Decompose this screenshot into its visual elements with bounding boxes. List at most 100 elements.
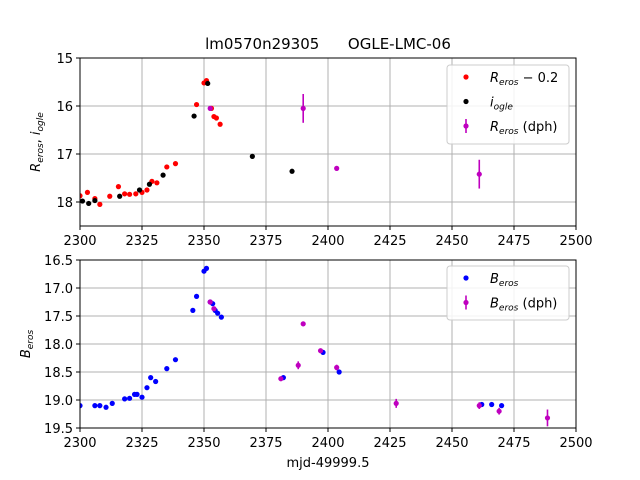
y-tick-label: 18.5 <box>44 366 73 381</box>
x-tick-label: 2450 <box>435 234 468 249</box>
legend-label: Reros (dph) <box>490 120 558 137</box>
y-tick-label: 16 <box>56 100 73 115</box>
data-point <box>496 408 502 414</box>
axes-frame <box>79 57 577 227</box>
data-point <box>92 197 98 204</box>
data-point <box>213 115 219 121</box>
data-point <box>107 193 113 199</box>
legend-marker <box>463 123 469 129</box>
legend-label: Reros − 0.2 <box>490 71 558 88</box>
data-point <box>154 180 160 186</box>
x-tick-label: 2300 <box>63 234 96 249</box>
x-tick-label: 2450 <box>435 436 468 451</box>
data-point <box>190 307 196 313</box>
data-point <box>122 191 128 197</box>
data-point <box>80 403 83 409</box>
data-point <box>172 161 179 167</box>
data-point <box>193 293 200 299</box>
data-point <box>217 121 223 127</box>
data-point <box>476 171 482 177</box>
data-point <box>122 396 128 402</box>
data-point <box>289 168 295 174</box>
x-tick-label: 2325 <box>125 436 158 451</box>
y-tick-label: 18 <box>56 196 73 211</box>
x-tick-label: 2375 <box>249 234 282 249</box>
y-tick-label: 19.5 <box>44 422 73 437</box>
data-point <box>393 400 399 406</box>
y-axis-label: Reros, iogle <box>29 112 46 172</box>
legend-label: Beros (dph) <box>490 297 557 314</box>
data-point <box>544 415 551 421</box>
data-point <box>300 321 306 327</box>
data-point <box>295 362 301 368</box>
data-point <box>109 400 115 406</box>
x-axis-label: mjd-49999.5 <box>287 456 370 471</box>
data-point <box>164 164 170 170</box>
data-point <box>215 310 221 316</box>
data-point <box>172 357 179 363</box>
axes-frame <box>79 259 577 429</box>
data-point <box>144 187 150 193</box>
figure-title: lm0570n29305 OGLE-LMC-06 <box>205 35 451 53</box>
data-point <box>300 105 306 111</box>
data-point <box>146 181 153 187</box>
data-point <box>193 101 200 108</box>
data-point <box>127 191 133 197</box>
data-point <box>80 193 83 199</box>
data-point <box>191 113 197 119</box>
data-point <box>92 403 98 409</box>
data-point <box>205 80 211 87</box>
y-tick-label: 17.0 <box>44 282 73 297</box>
data-point <box>334 165 340 171</box>
data-point <box>278 376 284 382</box>
legend-label: Beros <box>490 272 519 289</box>
data-point <box>160 172 166 178</box>
x-tick-label: 2425 <box>373 234 406 249</box>
x-tick-label: 2400 <box>311 436 344 451</box>
y-axis-label: Beros <box>19 330 36 359</box>
data-point <box>207 299 213 305</box>
x-tick-label: 2350 <box>187 436 220 451</box>
legend-marker <box>463 275 469 281</box>
y-tick-label: 17.5 <box>44 310 73 325</box>
data-point <box>317 348 324 354</box>
legend: Beros Beros (dph) <box>446 265 570 321</box>
data-point <box>336 369 342 375</box>
data-point <box>218 314 224 320</box>
legend-marker <box>463 98 469 105</box>
data-point <box>97 201 103 207</box>
data-point <box>144 385 150 391</box>
x-tick-label: 2475 <box>497 234 530 249</box>
legend-marker <box>463 74 469 80</box>
x-tick-label: 2500 <box>559 436 592 451</box>
top-panel: 2300 2325 2350 2375 2400 2425 2450 2475 2500 15 16… <box>29 52 593 249</box>
legend-marker <box>463 299 469 306</box>
data-point <box>148 375 154 381</box>
x-tick-label: 2350 <box>187 234 220 249</box>
x-tick-label: 2300 <box>63 436 96 451</box>
data-point <box>133 191 139 197</box>
bottom-panel: 2300 2325 2350 2375 2400 2425 2450 2475 2500 16.5… <box>19 254 593 471</box>
legend: Reros − 0.2 iogle Reros (dph) <box>446 64 570 145</box>
data-point <box>80 198 86 204</box>
y-tick-label: 19.0 <box>44 394 73 409</box>
x-tick-label: 2400 <box>311 234 344 249</box>
data-point <box>334 364 340 371</box>
data-point <box>476 403 482 409</box>
data-point <box>153 378 159 385</box>
y-tick-label: 18.0 <box>44 338 73 353</box>
legend-label: iogle <box>490 96 513 113</box>
y-tick-label: 15 <box>56 52 73 67</box>
data-layer <box>80 77 482 207</box>
data-point <box>97 403 103 409</box>
x-tick-label: 2375 <box>249 436 282 451</box>
data-point <box>115 184 122 190</box>
data-point <box>211 306 217 312</box>
data-point <box>117 193 123 199</box>
x-tick-label: 2475 <box>497 436 530 451</box>
y-tick-label: 17 <box>56 148 73 163</box>
data-point <box>499 403 505 409</box>
data-point <box>134 391 140 397</box>
data-point <box>84 189 91 195</box>
